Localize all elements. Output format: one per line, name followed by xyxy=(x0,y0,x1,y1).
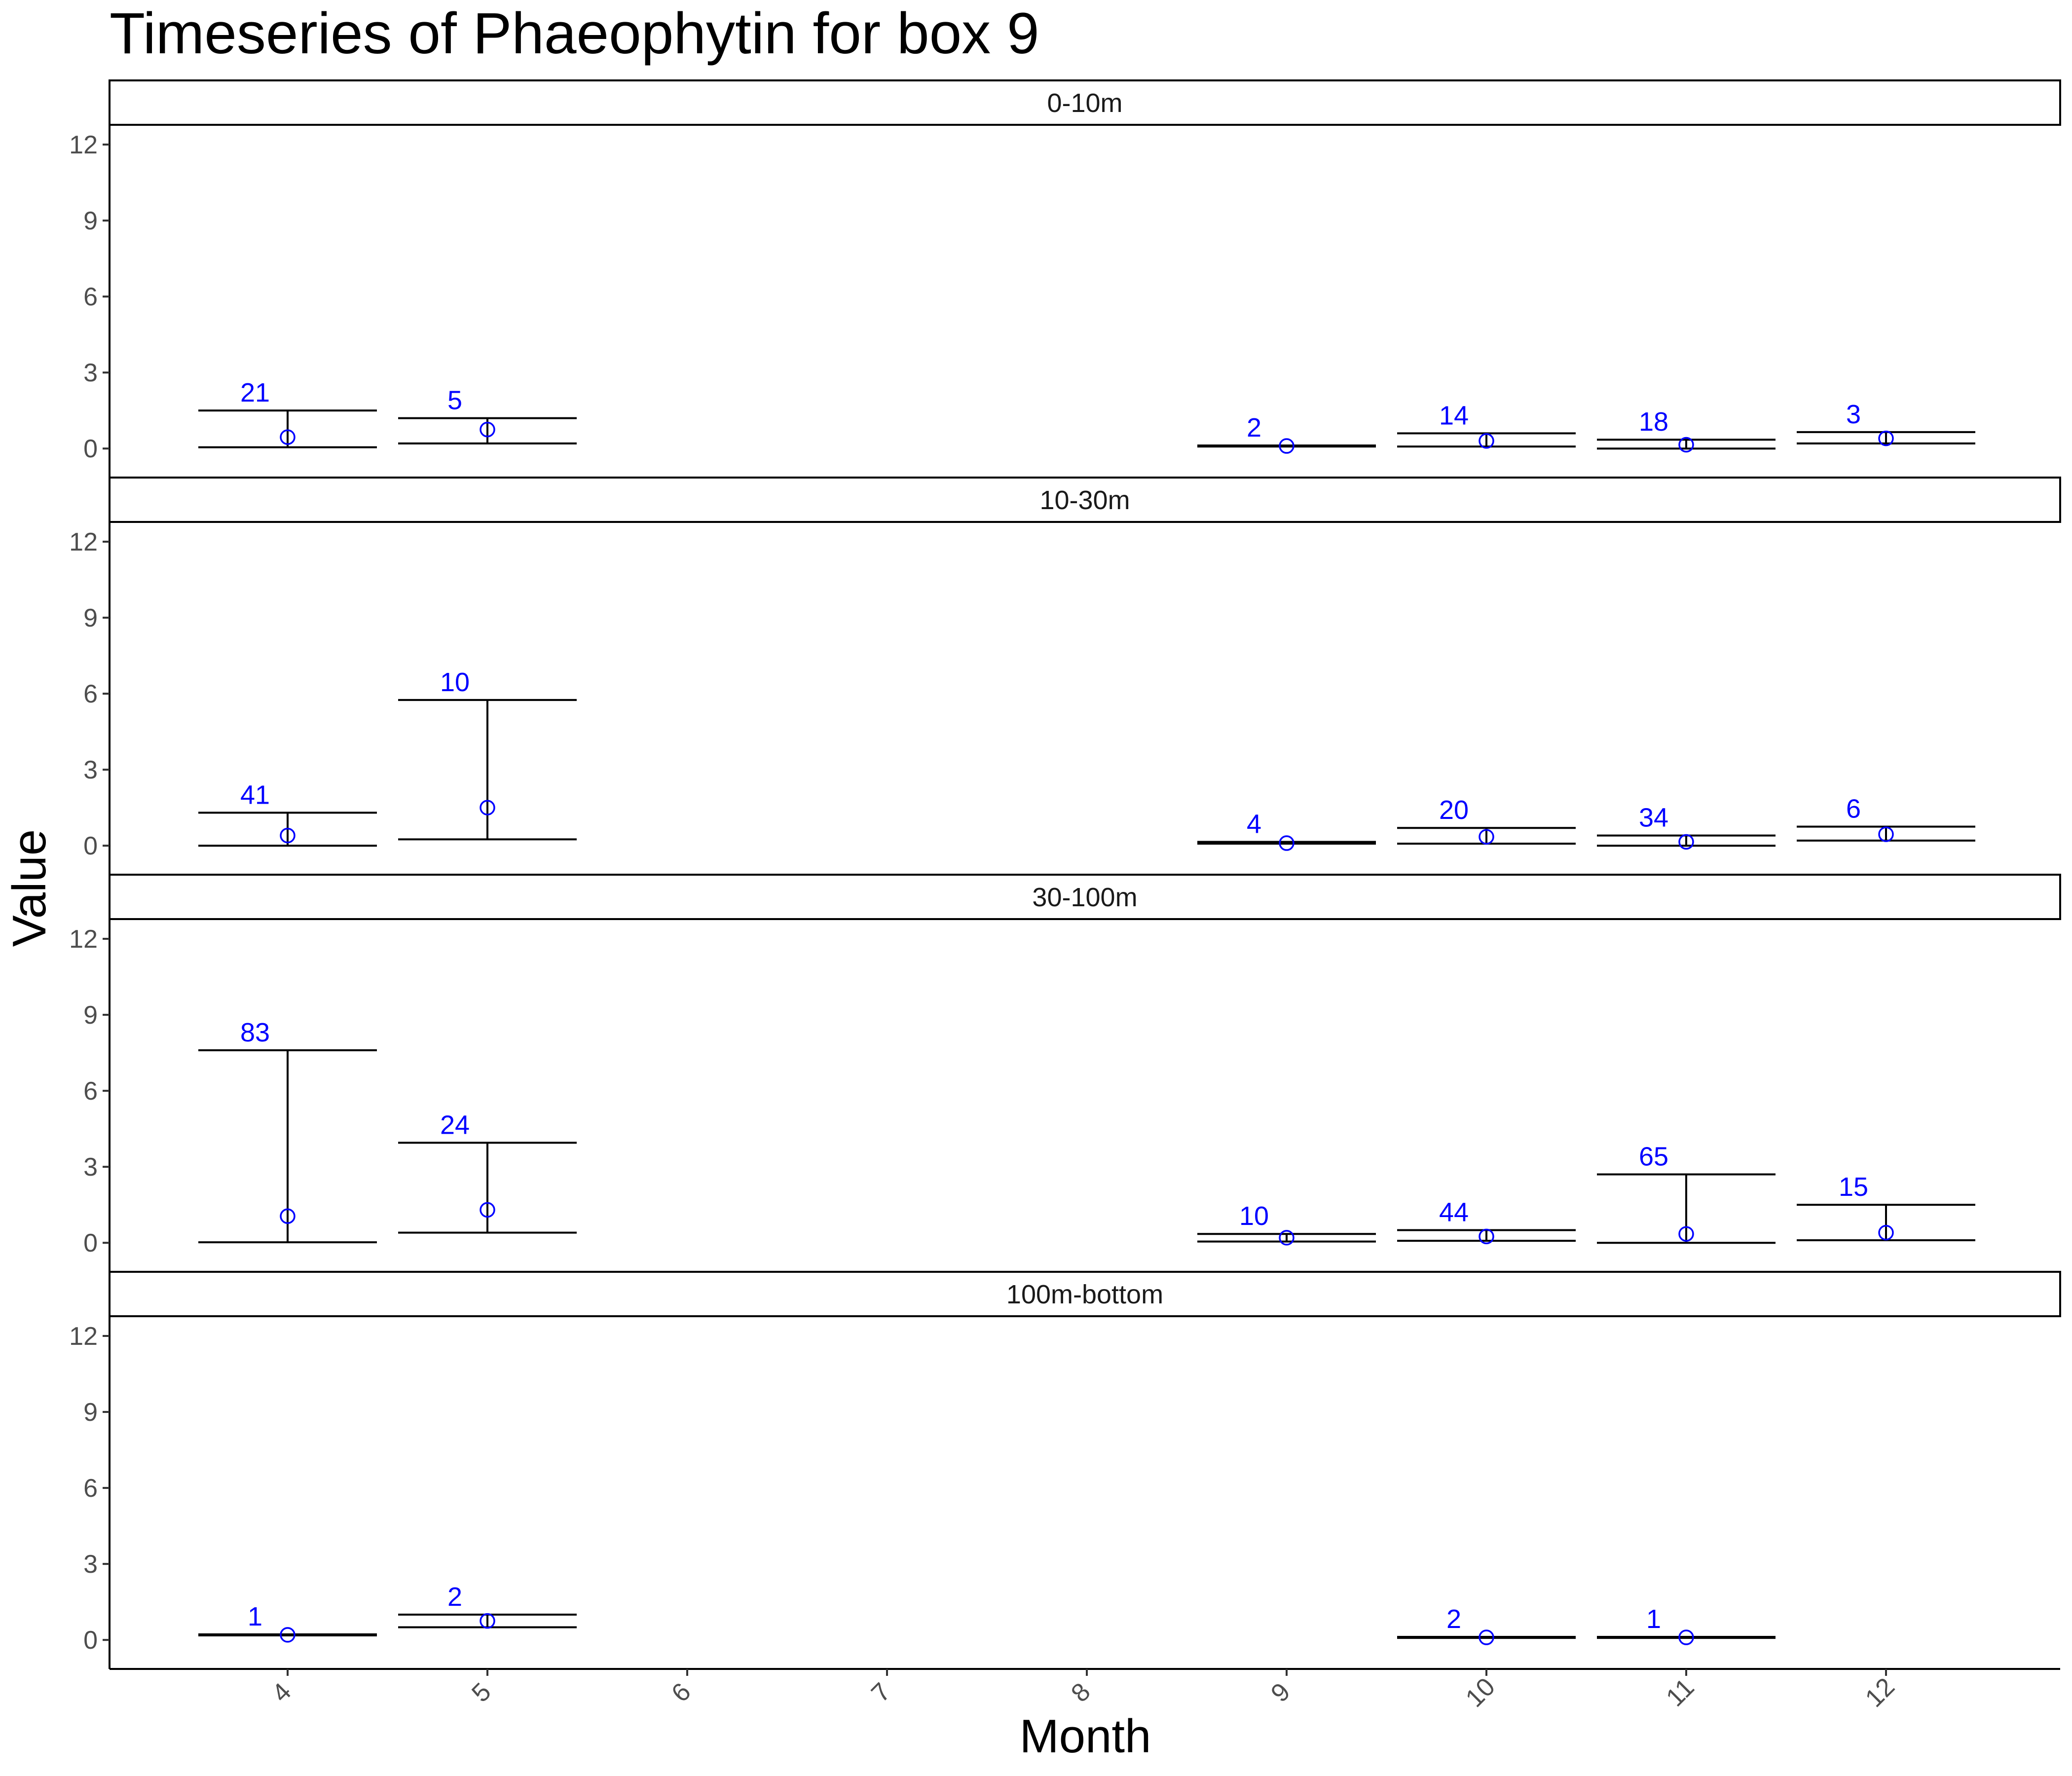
x-tick-label: 4 xyxy=(266,1677,296,1707)
count-label: 10 xyxy=(1239,1201,1269,1231)
y-tick-label: 3 xyxy=(83,1153,98,1182)
y-tick-label: 0 xyxy=(83,832,98,860)
count-label: 10 xyxy=(440,667,470,697)
y-tick-label: 6 xyxy=(83,283,98,311)
chart-title: Timeseries of Phaeophytin for box 9 xyxy=(110,1,1039,66)
panel-strip xyxy=(109,477,2061,523)
mean-point xyxy=(1479,829,1494,845)
mean-point xyxy=(1878,1224,1894,1241)
mean-point xyxy=(280,1208,296,1224)
y-tick-label: 3 xyxy=(83,359,98,387)
y-tick-label: 3 xyxy=(83,756,98,784)
count-label: 15 xyxy=(1839,1172,1868,1202)
x-tick-label: 7 xyxy=(866,1677,896,1707)
count-label: 3 xyxy=(1846,400,1861,429)
count-label: 2 xyxy=(1247,413,1261,443)
y-tick-label: 9 xyxy=(83,207,98,235)
y-tick-label: 0 xyxy=(83,435,98,463)
count-label: 5 xyxy=(447,386,462,415)
mean-point xyxy=(280,827,296,844)
mean-point xyxy=(280,429,296,445)
mean-point xyxy=(1279,1230,1295,1246)
mean-point xyxy=(1678,1629,1694,1645)
y-tick-label: 9 xyxy=(83,1398,98,1427)
x-tick-label: 10 xyxy=(1460,1672,1501,1713)
y-tick-label: 6 xyxy=(83,1077,98,1106)
count-label: 2 xyxy=(447,1582,462,1612)
mean-point xyxy=(1678,834,1694,850)
count-label: 14 xyxy=(1439,401,1469,430)
mean-point xyxy=(1878,826,1894,842)
x-axis: 4 5 6 7 8 9 10 11 12 xyxy=(110,1668,2060,1713)
count-label: 20 xyxy=(1439,795,1469,825)
count-label: 44 xyxy=(1439,1198,1469,1227)
mean-point xyxy=(280,1627,296,1643)
x-tick-label: 9 xyxy=(1265,1677,1295,1707)
y-tick-label: 9 xyxy=(83,604,98,632)
panel-strip xyxy=(109,874,2061,920)
x-axis-title: Month xyxy=(1020,1710,1151,1763)
panel-strip xyxy=(109,79,2061,126)
panel-30-100m: 30-100m 0 3 6 9 12 83 24 10 44 65 15 xyxy=(69,874,2061,1272)
x-tick-label: 8 xyxy=(1066,1677,1096,1707)
count-label: 41 xyxy=(240,780,270,810)
y-tick-label: 12 xyxy=(69,925,98,954)
count-label: 65 xyxy=(1639,1142,1668,1172)
y-tick-label: 9 xyxy=(83,1001,98,1030)
panel-0-10m: 0-10m 0 3 6 9 12 21 5 2 14 18 3 xyxy=(69,79,2061,478)
count-label: 21 xyxy=(240,378,270,407)
panel-strip-label: 100m-bottom xyxy=(1006,1280,1163,1309)
mean-point xyxy=(480,800,495,815)
mean-point xyxy=(1279,438,1295,454)
y-tick-label: 12 xyxy=(69,131,98,159)
x-tick-label: 6 xyxy=(666,1677,696,1707)
panel-strip xyxy=(109,1271,2061,1317)
count-label: 83 xyxy=(240,1018,270,1047)
count-label: 2 xyxy=(1446,1604,1461,1634)
count-label: 1 xyxy=(1646,1604,1661,1634)
count-label: 6 xyxy=(1846,794,1861,824)
y-tick-label: 12 xyxy=(69,528,98,556)
panel-strip-label: 30-100m xyxy=(1032,883,1137,912)
mean-point xyxy=(1878,430,1894,446)
y-tick-label: 0 xyxy=(83,1229,98,1258)
mean-point xyxy=(1479,433,1494,449)
y-tick-label: 6 xyxy=(83,1474,98,1503)
y-tick-label: 12 xyxy=(69,1322,98,1351)
panel-strip-label: 0-10m xyxy=(1047,88,1122,118)
y-tick-label: 6 xyxy=(83,680,98,708)
mean-point xyxy=(1479,1629,1494,1645)
mean-point xyxy=(1678,437,1694,453)
mean-point xyxy=(1279,835,1295,851)
count-label: 24 xyxy=(440,1110,470,1140)
mean-point xyxy=(480,421,495,438)
x-tick-label: 5 xyxy=(466,1677,496,1707)
mean-point xyxy=(1678,1226,1694,1242)
panel-strip-label: 10-30m xyxy=(1039,485,1130,515)
count-label: 34 xyxy=(1639,803,1668,833)
panel-10-30m: 10-30m 0 3 6 9 12 41 10 4 20 34 6 xyxy=(69,477,2061,875)
mean-point xyxy=(480,1202,495,1218)
mean-point xyxy=(480,1613,495,1629)
mean-point xyxy=(1479,1228,1494,1245)
x-tick-label: 11 xyxy=(1661,1673,1700,1712)
y-tick-label: 0 xyxy=(83,1626,98,1655)
x-tick-label: 12 xyxy=(1860,1672,1900,1713)
y-axis-title: Value xyxy=(3,829,56,947)
count-label: 1 xyxy=(248,1602,262,1631)
count-label: 4 xyxy=(1247,809,1261,839)
y-tick-label: 3 xyxy=(83,1550,98,1579)
count-label: 18 xyxy=(1639,407,1668,437)
